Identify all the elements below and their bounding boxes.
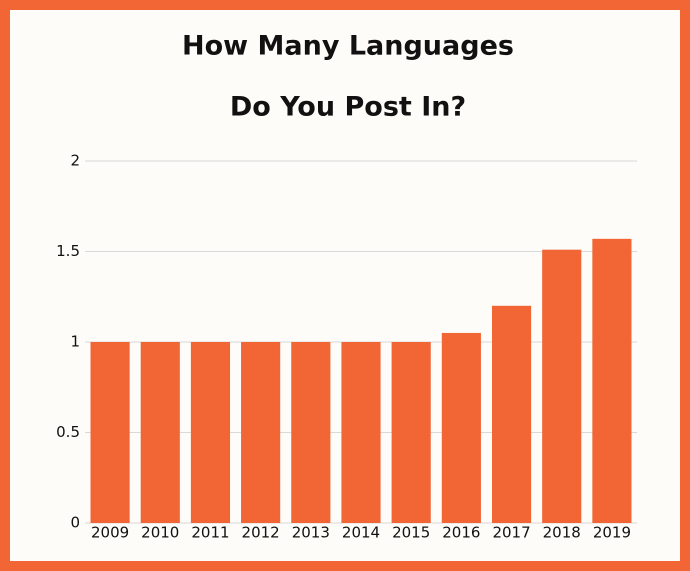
bar [441, 332, 481, 523]
bar [291, 342, 331, 523]
bar [190, 342, 231, 523]
x-tick-label: 2013 [292, 524, 330, 542]
x-tick-label: 2015 [392, 524, 430, 542]
bar [140, 342, 180, 523]
bar [241, 342, 281, 523]
x-tick-label: 2010 [141, 524, 179, 542]
bar [491, 305, 532, 523]
x-tick-label: 2012 [242, 524, 280, 542]
bar [90, 342, 130, 523]
chart-title: How Many Languages [182, 31, 514, 62]
y-tick-label: 0 [70, 514, 80, 532]
y-tick-label: 1.5 [56, 242, 80, 260]
x-tick-label: 2016 [442, 524, 480, 542]
x-tick-label: 2019 [593, 524, 631, 542]
x-tick-label: 2017 [492, 524, 530, 542]
x-tick-label: 2009 [91, 524, 129, 542]
bar [341, 342, 381, 523]
x-tick-label: 2014 [342, 524, 380, 542]
bar [391, 342, 431, 523]
chart-title: Do You Post In? [230, 92, 466, 123]
x-tick-label: 2011 [191, 524, 229, 542]
bar [542, 249, 582, 523]
y-tick-label: 0.5 [56, 423, 80, 441]
y-tick-label: 1 [70, 333, 80, 351]
x-tick-label: 2018 [543, 524, 581, 542]
bar [592, 238, 632, 523]
y-tick-label: 2 [70, 152, 80, 170]
